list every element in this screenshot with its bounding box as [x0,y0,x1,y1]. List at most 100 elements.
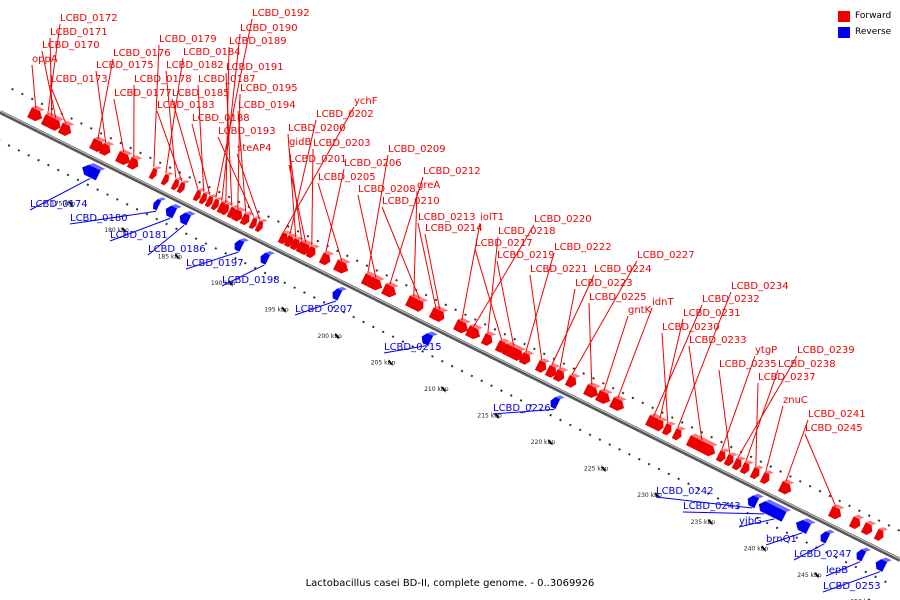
forward-gene-lcbd_0183[interactable] [176,179,190,195]
reverse-gene-lcbd_0180[interactable] [151,195,167,212]
forward-gene-lcbd_0187-leader [197,84,205,192]
forward-gene-lcbd_0212[interactable] [381,280,400,299]
reverse-gene-lcbd_0242[interactable] [745,491,764,510]
forward-gene-lcbd_0187[interactable] [198,190,212,206]
forward-gene-ytgp[interactable] [715,447,731,464]
forward-gene-lcbd_0179[interactable] [148,165,162,181]
reverse-gene-brnq1-leader [765,532,803,546]
forward-gene-lcbd_0182-label: LCBD_0182 [166,60,224,71]
reverse-gene-lcbd_0253[interactable] [873,554,892,573]
forward-gene-lcbd_0173[interactable] [57,119,75,137]
forward-gene-lcbd_0206[interactable] [318,249,335,266]
forward-gene-lcbd_0234-label: LCBD_0234 [731,281,789,292]
forward-gene-lcbd_0222-label: LCBD_0222 [554,242,612,253]
forward-gene-lcbd_0205[interactable] [333,256,352,275]
reverse-gene-lepb[interactable] [854,545,871,563]
forward-gene-znuc-label: znuC [783,395,808,406]
reverse-gene-lcbd_0226-label: LCBD_0226 [493,403,551,414]
forward-gene-lcbd_0178[interactable] [126,154,143,171]
forward-gene-lcbd_0183-leader [156,110,183,182]
forward-gene-lcbd_0203[interactable] [305,243,321,260]
tick-label: 210 kbp [424,386,449,393]
forward-gene-lcbd_0182[interactable] [170,176,184,192]
forward-gene-lcbd_0170-leader [41,50,57,119]
reverse-gene-yjbg[interactable] [762,499,792,523]
tick-label: 175 kbp [51,200,76,207]
forward-gene-lcbd_0195[interactable] [230,206,247,223]
forward-gene-lcbd_0230[interactable] [661,420,677,437]
reverse-gene-lcbd_0215[interactable] [419,328,438,347]
forward-gene-lcbd_0234-leader [677,291,732,429]
forward-gene-lcbd_0210[interactable] [413,297,429,314]
forward-gene-lcbd_0208-leader [357,194,377,278]
tick-label: 195 kbp [264,307,289,314]
forward-gene-lcbd_0237[interactable] [749,464,765,481]
forward-gene-lcbd_0245[interactable] [827,503,845,521]
forward-gene-lcbd_0225[interactable] [583,381,602,400]
forward-gene-lcbd_0212-label: LCBD_0212 [423,166,481,177]
tick-mark [281,306,287,313]
forward-gene-lcbd_0188[interactable] [204,193,218,209]
forward-gene-lcbd_0194[interactable] [239,210,255,227]
forward-gene-idnt[interactable] [609,394,628,413]
tick-mark [761,545,766,551]
forward-gene-unlabeled[interactable] [848,513,865,530]
reverse-gene-lcbd_0181[interactable] [163,201,182,220]
reverse-gene-lcbd_0186-label: LCBD_0186 [148,244,206,255]
reverse-gene-lcbd_0226[interactable] [548,393,565,411]
forward-gene-lcbd_0238[interactable] [739,459,755,476]
forward-gene-lcbd_0175[interactable] [98,140,115,157]
reverse-gene-lcbd_0247[interactable] [818,527,835,545]
forward-gene-ychf-label: ychF [354,96,378,107]
forward-gene-lcbd_0235[interactable] [723,451,739,468]
forward-gene-iolt1[interactable] [453,316,472,335]
forward-gene-lcbd_0214[interactable] [432,306,449,323]
forward-gene-lcbd_0172-label: LCBD_0172 [60,13,118,24]
reverse-gene-lcbd_0174-label: LCBD_0174 [30,199,88,210]
tick-label: 225 kbp [584,466,609,473]
forward-gene-lcbd_0213-leader [417,222,437,308]
forward-gene-znuc[interactable] [759,469,775,486]
forward-gene-lcbd_0220[interactable] [465,322,484,341]
forward-gene-lcbd_0170[interactable] [48,115,65,132]
reverse-gene-lcbd_0174[interactable] [80,159,106,182]
forward-gene-ytgp-label: ytgP [755,345,777,356]
reverse-gene-lepb-leader [825,561,861,577]
forward-gene-lcbd_0193-leader [217,136,255,218]
reverse-gene-lcbd_0186[interactable] [177,208,196,227]
tick-mark [441,386,446,392]
reverse-gene-lcbd_0198[interactable] [258,248,275,266]
forward-gene-lcbd_0219[interactable] [501,340,527,363]
forward-gene-lcbd_0203-label: LCBD_0203 [313,138,371,149]
forward-gene-grea-label: greA [417,180,440,191]
forward-gene-lcbd_0176[interactable] [89,135,108,154]
forward-gene-lcbd_0235-label: LCBD_0235 [719,359,777,370]
forward-gene-lcbd_0189-leader [225,46,230,203]
forward-gene-gntk[interactable] [595,387,614,406]
forward-gene-lcbd_0212-leader [389,176,424,285]
forward-gene-lcbd_0239-leader [737,355,798,458]
forward-gene-lcbd_0193[interactable] [248,214,262,230]
forward-gene-gntk-label: gntK [628,305,652,316]
forward-gene-lcbd_0233[interactable] [685,432,719,458]
forward-gene-lcbd_0184[interactable] [160,171,174,187]
forward-gene-lcbd_0192-label: LCBD_0192 [252,8,310,19]
reverse-gene-lcbd_0197[interactable] [232,235,249,253]
tick-mark [68,200,73,206]
reverse-gene-brnq1[interactable] [793,515,816,536]
forward-gene-lcbd_0221[interactable] [534,357,551,374]
forward-gene-lcbd_0239[interactable] [731,455,747,472]
forward-gene-lcbd_0231[interactable] [653,416,669,433]
forward-gene-lcbd_0187-label: LCBD_0187 [198,74,256,85]
forward-gene-lcbd_0218[interactable] [480,330,497,347]
reverse-gene-lcbd_0207[interactable] [330,284,347,302]
forward-gene-unlabeled[interactable] [873,526,889,543]
forward-gene-lcbd_0234[interactable] [671,425,687,442]
reverse-gene-lcbd_0181-leader [109,217,171,242]
forward-gene-lcbd_0210-leader [381,206,421,300]
forward-gene-steap4[interactable] [254,217,268,233]
forward-gene-iolt1-leader [461,222,481,321]
forward-gene-unlabeled[interactable] [860,519,877,536]
